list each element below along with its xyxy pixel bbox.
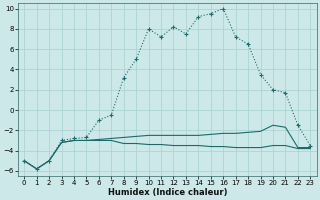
X-axis label: Humidex (Indice chaleur): Humidex (Indice chaleur): [108, 188, 227, 197]
